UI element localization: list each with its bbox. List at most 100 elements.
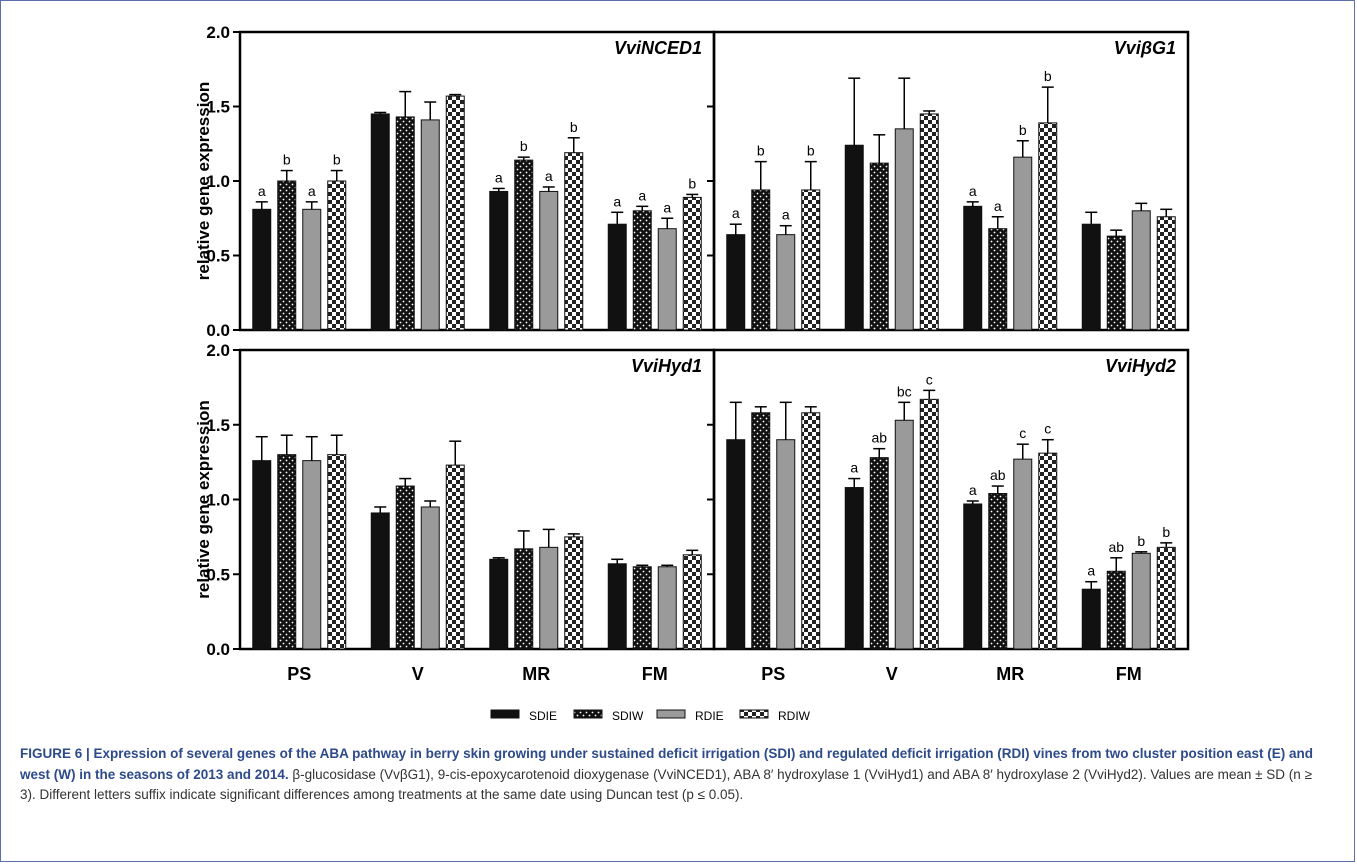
caption-text: β-glucosidase (VvβG1), 9-cis-epoxycarote… [20, 766, 1312, 803]
x-tick-label: FM [1116, 664, 1142, 684]
panel-title: VviβG1 [1114, 38, 1176, 58]
bar-sdie [370, 113, 390, 331]
y-tick-label: 0.5 [206, 247, 230, 266]
bar-rdie [420, 506, 440, 650]
bar-rdiw [445, 95, 465, 331]
significance-letter: a [258, 183, 266, 199]
panel-1: 0.0 0.5 1.0 1.5 2.0 relative gene expression V… [194, 23, 716, 340]
panel-title: VviNCED1 [614, 38, 702, 58]
x-tick-label: V [886, 664, 898, 684]
bar-sdiw [1106, 570, 1126, 650]
bar-sdiw [632, 210, 652, 331]
legend-swatch [490, 709, 520, 719]
bar-rdie [420, 119, 440, 331]
bar-rdie [776, 439, 796, 650]
significance-letter: a [1087, 563, 1095, 579]
bar-rdie [894, 128, 914, 331]
significance-letter: b [283, 152, 291, 168]
x-tick-label: V [412, 664, 424, 684]
significance-letter: a [994, 198, 1002, 214]
bar-rdiw [919, 113, 939, 331]
legend-item-sdie: SDIE [490, 709, 557, 723]
significance-letter: ab [1108, 539, 1124, 555]
bar-rdiw [801, 412, 821, 650]
bar-rdiw [1038, 122, 1058, 331]
bar-sdiw [395, 116, 415, 331]
bar-rdie [1131, 210, 1151, 331]
significance-letter: ab [990, 467, 1006, 483]
x-tick-label: MR [996, 664, 1024, 684]
bar-rdiw [564, 536, 584, 650]
significance-letter: b [688, 175, 696, 191]
bar-rdie [657, 566, 677, 650]
x-tick-label: PS [287, 664, 311, 684]
significance-letter: a [850, 460, 858, 476]
significance-letter: a [782, 207, 790, 223]
bar-rdie [539, 546, 559, 650]
bar-rdie [657, 228, 677, 331]
y-tick-label: 1.0 [206, 491, 230, 510]
bar-rdiw [801, 189, 821, 331]
legend-label: SDIE [529, 709, 557, 723]
legend-item-sdiw: SDIW [573, 709, 644, 723]
bar-rdiw [1156, 216, 1176, 331]
significance-letter: b [570, 119, 578, 135]
bar-sdiw [869, 457, 889, 650]
significance-letter: b [757, 143, 765, 159]
bar-rdiw [1038, 452, 1058, 650]
caption-label: FIGURE 6 | Expression of several genes o… [20, 746, 1313, 782]
significance-letter: c [1019, 425, 1026, 441]
legend-label: SDIW [612, 709, 644, 723]
y-tick-label: 0.5 [206, 565, 230, 584]
y-axis-label: relative gene expression [194, 82, 213, 280]
bar-sdie [844, 487, 864, 650]
bar-sdie [844, 144, 864, 331]
y-tick-label: 1.5 [206, 416, 230, 435]
legend: SDIE SDIW RDIE RDIW [490, 709, 811, 723]
bar-sdiw [988, 228, 1008, 331]
bar-sdie [963, 503, 983, 650]
bar-rdie [1013, 156, 1033, 331]
figure-caption: FIGURE 6 | Expression of several genes o… [20, 744, 1330, 806]
bar-rdie [1013, 458, 1033, 650]
bar-rdie [302, 208, 322, 331]
legend-item-rdie: RDIE [656, 709, 724, 723]
significance-letter: c [1044, 421, 1051, 437]
bar-rdiw [327, 454, 347, 650]
bar-sdiw [751, 412, 771, 650]
significance-letter: a [969, 482, 977, 498]
panel-title: VviHyd2 [1105, 356, 1176, 376]
legend-label: RDIW [778, 709, 811, 723]
legend-item-rdiw: RDIW [739, 709, 811, 723]
x-tick-label: MR [522, 664, 550, 684]
bar-sdie [252, 208, 272, 331]
bar-rdie [539, 190, 559, 331]
bar-sdiw [514, 548, 534, 650]
significance-letter: b [520, 138, 528, 154]
significance-letter: a [613, 193, 621, 209]
bar-sdie [252, 460, 272, 650]
x-tick-label: FM [642, 664, 668, 684]
significance-letter: a [545, 168, 553, 184]
panels-layer: 0.0 0.5 1.0 1.5 2.0 relative gene expression V… [194, 23, 1190, 684]
bar-sdiw [277, 454, 297, 650]
bar-sdie [963, 205, 983, 331]
legend-label: RDIE [695, 709, 724, 723]
y-axis-label: relative gene expression [194, 400, 213, 598]
significance-letter: a [638, 187, 646, 203]
panel-title: VviHyd1 [631, 356, 702, 376]
significance-letter: a [732, 205, 740, 221]
panel-2: VviβG1 a b a b a a b b [707, 30, 1190, 332]
bar-sdie [726, 234, 746, 331]
significance-letter: a [663, 199, 671, 215]
panel-3: 0.0 0.5 1.0 1.5 2.0 relative gene expression V… [194, 341, 716, 684]
significance-letter: bc [897, 383, 912, 399]
significance-letter: b [1044, 68, 1052, 84]
bar-rdiw [445, 464, 465, 650]
bar-rdiw [327, 180, 347, 331]
y-tick-label: 0.0 [206, 321, 230, 340]
bar-sdiw [632, 566, 652, 650]
bar-rdie [1131, 552, 1151, 650]
